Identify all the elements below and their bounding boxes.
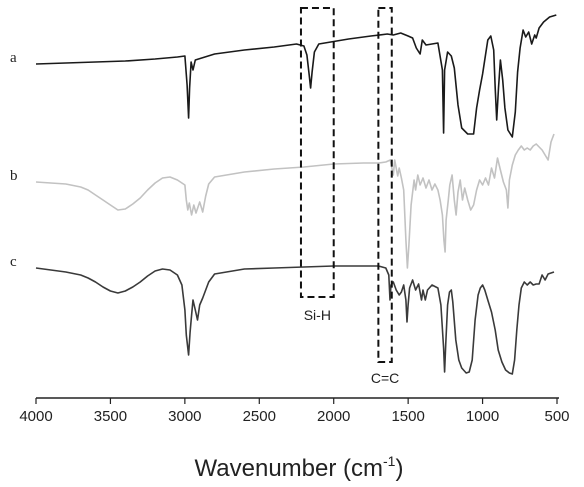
annotation-label: C=C (371, 370, 399, 386)
x-tick-label: 2000 (317, 408, 350, 425)
x-axis-ticks: 4000 3500 3000 2500 2000 1500 1000 500 (19, 398, 569, 425)
annotation-label: Si-H (304, 307, 331, 323)
x-tick-label: 4000 (19, 408, 52, 425)
x-axis-title-main: Wavenumber (cm (195, 455, 383, 482)
x-axis-title: Wavenumber (cm-1) (195, 453, 404, 482)
series-line-a (36, 15, 556, 137)
x-axis-title-superscript: -1 (383, 453, 396, 469)
x-tick-label: 500 (544, 408, 569, 425)
series-line-c (36, 266, 554, 374)
series-label-c: c (10, 254, 17, 270)
series-label-b: b (10, 168, 18, 184)
plot-area: a b c Si-H C=C (10, 8, 556, 386)
annotation-group: Si-H C=C (301, 8, 399, 386)
x-tick-label: 3000 (168, 408, 201, 425)
x-axis-title-end: ) (395, 455, 403, 482)
series-group: a b c (10, 15, 556, 374)
x-tick-label: 1500 (391, 408, 424, 425)
series-line-b (36, 134, 554, 268)
series-label-a: a (10, 50, 17, 66)
annotation-box (378, 8, 391, 362)
x-tick-label: 2500 (243, 408, 276, 425)
x-tick-label: 3500 (94, 408, 127, 425)
x-tick-label: 1000 (466, 408, 499, 425)
